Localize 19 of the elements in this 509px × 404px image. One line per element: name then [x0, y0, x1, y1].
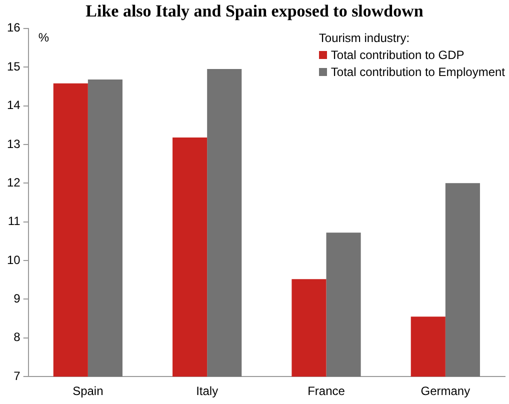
x-tick-label: Italy [196, 384, 218, 398]
y-tick-label: 9 [14, 292, 21, 306]
legend-title: Tourism industry: [318, 30, 411, 47]
y-tick-label: 12 [6, 175, 21, 190]
y-tick-label: 7 [14, 368, 21, 383]
legend-label: Total contribution to GDP [330, 48, 464, 62]
chart-title: Like also Italy and Spain exposed to slowdown [86, 2, 424, 21]
x-tick-label: France [308, 384, 346, 398]
x-tick-label: Spain [72, 384, 104, 398]
y-tick-label: 16 [6, 20, 21, 35]
legend-label: Total contribution to Employment [330, 65, 505, 79]
y-axis-title: % [38, 30, 50, 45]
x-tick-label: Germany [420, 384, 470, 398]
y-tick-label: 15 [6, 59, 21, 74]
y-tick-label: 14 [6, 98, 21, 112]
y-tick-label: 11 [8, 214, 21, 228]
y-tick-label: 13 [6, 136, 21, 151]
y-tick-label: 10 [6, 252, 21, 267]
y-tick-label: 8 [14, 330, 21, 344]
